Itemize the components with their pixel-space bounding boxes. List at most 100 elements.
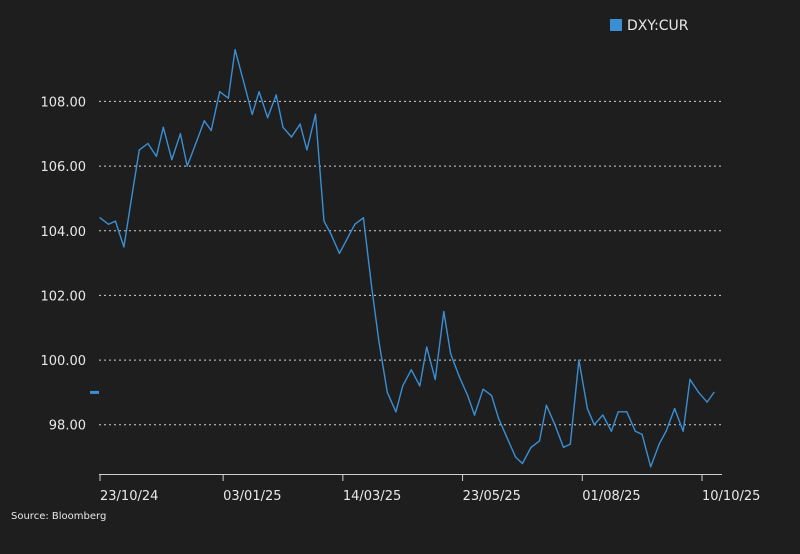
data-point	[521, 462, 524, 465]
data-point	[171, 158, 173, 161]
data-point	[626, 411, 628, 413]
data-point	[195, 142, 197, 145]
data-point	[641, 433, 643, 436]
data-point	[147, 142, 149, 145]
y-tick-label: 106.00	[41, 160, 87, 175]
data-point	[466, 394, 469, 397]
x-tick-label: 10/10/25	[702, 489, 760, 504]
data-point	[354, 223, 356, 225]
last-value-marker	[90, 390, 99, 394]
data-point	[706, 401, 708, 403]
data-point	[162, 126, 164, 128]
data-point	[530, 446, 532, 449]
data-point	[330, 233, 332, 235]
data-point	[378, 339, 380, 342]
data-point	[402, 385, 404, 387]
data-point	[473, 414, 476, 416]
data-point	[203, 120, 206, 122]
data-point	[155, 155, 158, 158]
data-point	[275, 94, 277, 96]
data-point	[138, 149, 141, 151]
data-point	[227, 97, 229, 99]
data-point	[114, 220, 117, 222]
data-point	[371, 288, 373, 290]
y-tick-label: 100.00	[41, 354, 87, 369]
y-tick-label: 98.00	[49, 419, 86, 434]
data-point	[482, 388, 484, 390]
data-point	[314, 113, 317, 116]
x-tick-label: 03/01/25	[223, 489, 281, 504]
legend: DXY:CUR	[610, 18, 689, 34]
data-point	[697, 391, 700, 394]
data-point	[186, 165, 188, 167]
x-axis-labels: 23/10/24 03/01/25 14/03/25 23/05/25 01/08/25…	[100, 489, 760, 504]
data-point	[410, 369, 412, 371]
data-point	[569, 443, 572, 445]
data-point	[593, 424, 595, 426]
data-point	[602, 414, 604, 416]
data-point	[338, 252, 341, 255]
data-point	[617, 411, 619, 413]
data-point	[251, 113, 253, 116]
x-axis	[99, 474, 722, 481]
data-point	[490, 394, 493, 397]
data-point	[443, 310, 445, 313]
data-point	[242, 81, 245, 83]
data-point	[107, 223, 110, 225]
data-point	[386, 391, 389, 394]
y-tick-label: 104.00	[41, 225, 87, 240]
data-point	[395, 411, 397, 413]
data-point	[266, 116, 269, 119]
legend-swatch	[610, 19, 622, 31]
gridlines	[99, 100, 722, 426]
data-point	[562, 446, 565, 449]
data-point	[506, 436, 508, 439]
data-point	[658, 443, 660, 445]
data-point	[554, 424, 556, 426]
y-axis-labels: 98.00 100.00 102.00 104.00 106.00 108.00	[41, 95, 87, 433]
data-point	[538, 440, 541, 442]
data-point	[290, 136, 293, 138]
data-point	[179, 133, 182, 135]
data-point	[323, 220, 325, 222]
data-point	[434, 378, 436, 381]
data-point	[545, 404, 548, 407]
data-point	[514, 456, 517, 458]
data-point	[682, 430, 684, 432]
x-tick-label: 14/03/25	[343, 489, 401, 504]
data-point	[449, 352, 452, 355]
data-point	[347, 236, 349, 238]
data-point	[282, 126, 284, 128]
series-line	[99, 49, 715, 468]
source-note: Source: Bloomberg	[11, 511, 107, 522]
data-point	[306, 149, 308, 151]
data-point	[634, 430, 637, 432]
data-point	[713, 391, 715, 394]
data-point	[123, 246, 125, 248]
data-point	[131, 191, 134, 193]
data-point	[673, 407, 676, 410]
data-point	[665, 430, 667, 432]
data-point	[689, 378, 691, 381]
data-point	[649, 466, 652, 468]
y-tick-label: 102.00	[41, 289, 87, 304]
series-layer	[99, 48, 715, 468]
x-tick-label: 23/05/25	[463, 489, 521, 504]
data-point	[210, 129, 212, 132]
data-point	[234, 48, 236, 51]
data-point	[578, 359, 580, 361]
data-point	[610, 430, 613, 432]
data-point	[458, 375, 460, 377]
data-point	[258, 91, 260, 93]
y-tick-label: 108.00	[41, 95, 87, 110]
x-tick-label: 23/10/24	[100, 489, 158, 504]
data-point	[586, 407, 589, 410]
data-point	[219, 91, 221, 93]
data-point	[425, 346, 428, 348]
data-point	[419, 385, 421, 387]
legend-label: DXY:CUR	[627, 18, 689, 34]
data-point	[99, 217, 101, 219]
data-point	[497, 417, 500, 419]
